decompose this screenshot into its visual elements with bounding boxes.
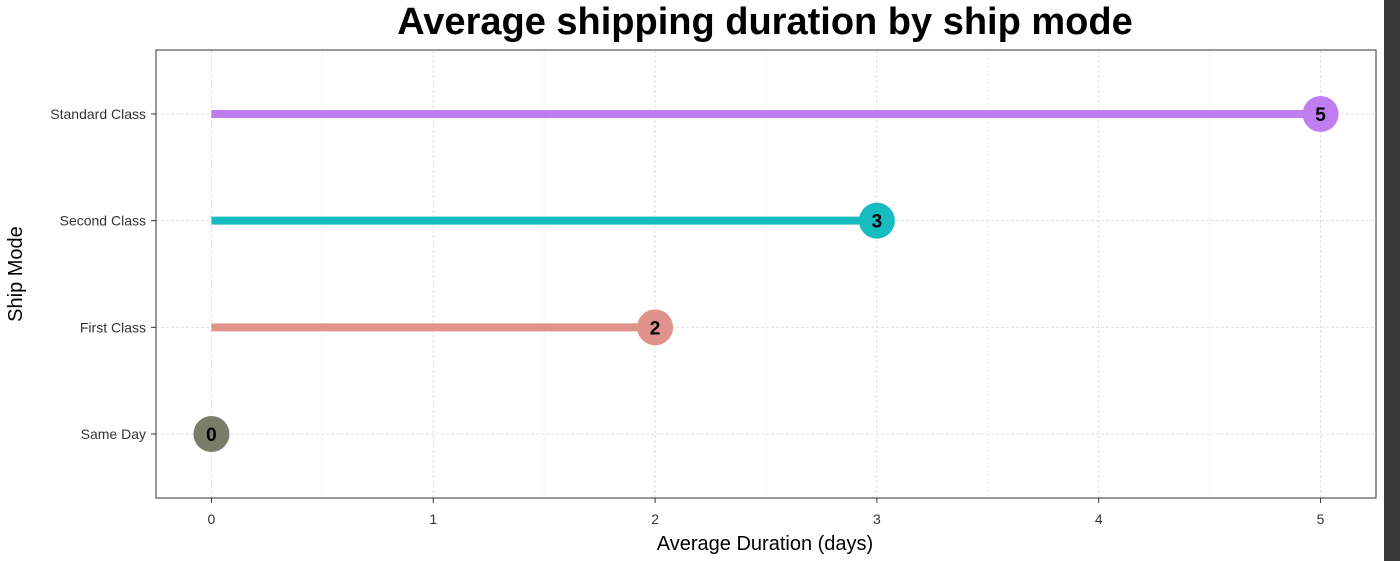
- x-axis-title: Average Duration (days): [657, 533, 873, 555]
- data-label: 5: [1315, 105, 1326, 126]
- data-label: 3: [872, 212, 883, 233]
- x-tick-label: 4: [1095, 511, 1103, 527]
- x-tick-label: 5: [1317, 511, 1325, 527]
- lollipop-dot: [637, 309, 674, 346]
- scrollbar[interactable]: [1384, 0, 1400, 561]
- y-tick-label: Same Day: [81, 426, 146, 442]
- lollipop-dot: [193, 416, 230, 452]
- chart-title: Average shipping duration by ship mode: [397, 1, 1132, 43]
- data-label: 0: [206, 425, 217, 446]
- y-tick-label: Standard Class: [50, 106, 146, 122]
- x-tick-label: 1: [429, 511, 437, 527]
- data-marks: 0 2 3 5: [193, 96, 1339, 452]
- x-tick-label: 3: [873, 511, 881, 527]
- lollipop-dot: [858, 202, 895, 239]
- data-label: 2: [650, 318, 661, 339]
- x-tick-label: 0: [208, 511, 216, 527]
- plot-panel: [155, 49, 1377, 499]
- x-tick-label: 2: [651, 511, 659, 527]
- y-axis-ticks: Same Day First Class Second Class Standard …: [50, 106, 156, 442]
- x-axis-ticks: 0 1 2 3 4 5: [208, 498, 1325, 527]
- y-tick-label: Second Class: [60, 213, 146, 229]
- y-axis-title: Ship Mode: [5, 226, 27, 322]
- lollipop-dot: [1302, 96, 1339, 132]
- y-tick-label: First Class: [80, 319, 146, 335]
